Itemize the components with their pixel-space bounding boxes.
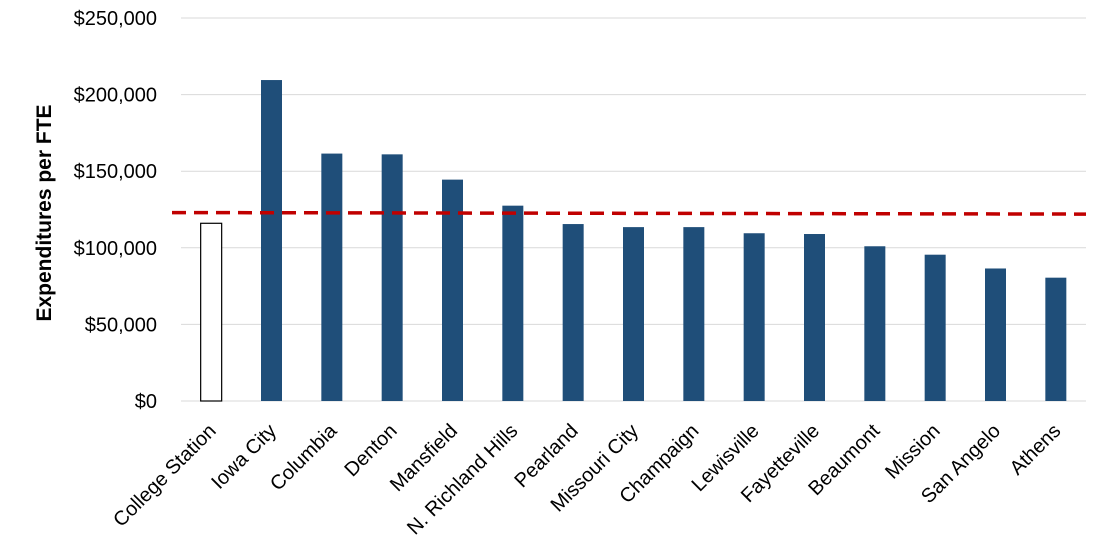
x-tick-label: Columbia <box>266 419 342 495</box>
bar <box>321 153 343 401</box>
bar <box>924 254 946 401</box>
bar <box>1045 277 1067 401</box>
bar <box>804 234 825 401</box>
x-tick-label: Denton <box>341 420 402 481</box>
x-tick-label: N. Richland Hills <box>403 420 522 539</box>
bar <box>502 205 524 401</box>
bar <box>381 154 403 401</box>
y-tick-label: $50,000 <box>85 314 157 336</box>
y-tick-label: $150,000 <box>74 161 157 183</box>
bar <box>743 233 765 401</box>
reference-line-group <box>171 210 1087 216</box>
bar <box>200 222 223 402</box>
bar <box>261 80 282 402</box>
x-tick-label: College Station <box>109 420 220 531</box>
reference-line <box>171 210 1087 216</box>
bar <box>623 227 644 401</box>
y-axis-title: Expenditures per FTE <box>33 104 56 321</box>
bar <box>562 224 584 401</box>
y-tick-label: $100,000 <box>74 238 157 260</box>
y-tick-labels: $0 $50,000 $100,000 $150,000 $200,000 $250,00… <box>74 8 157 413</box>
y-tick-label: $250,000 <box>74 8 157 30</box>
bar <box>683 227 705 401</box>
y-tick-label: $200,000 <box>74 85 157 107</box>
y-tick-label: $0 <box>135 391 157 413</box>
bar <box>985 268 1006 401</box>
bar <box>864 246 886 401</box>
bar <box>442 179 463 401</box>
x-tick-label: Athens <box>1006 420 1066 480</box>
bars <box>200 80 1067 402</box>
